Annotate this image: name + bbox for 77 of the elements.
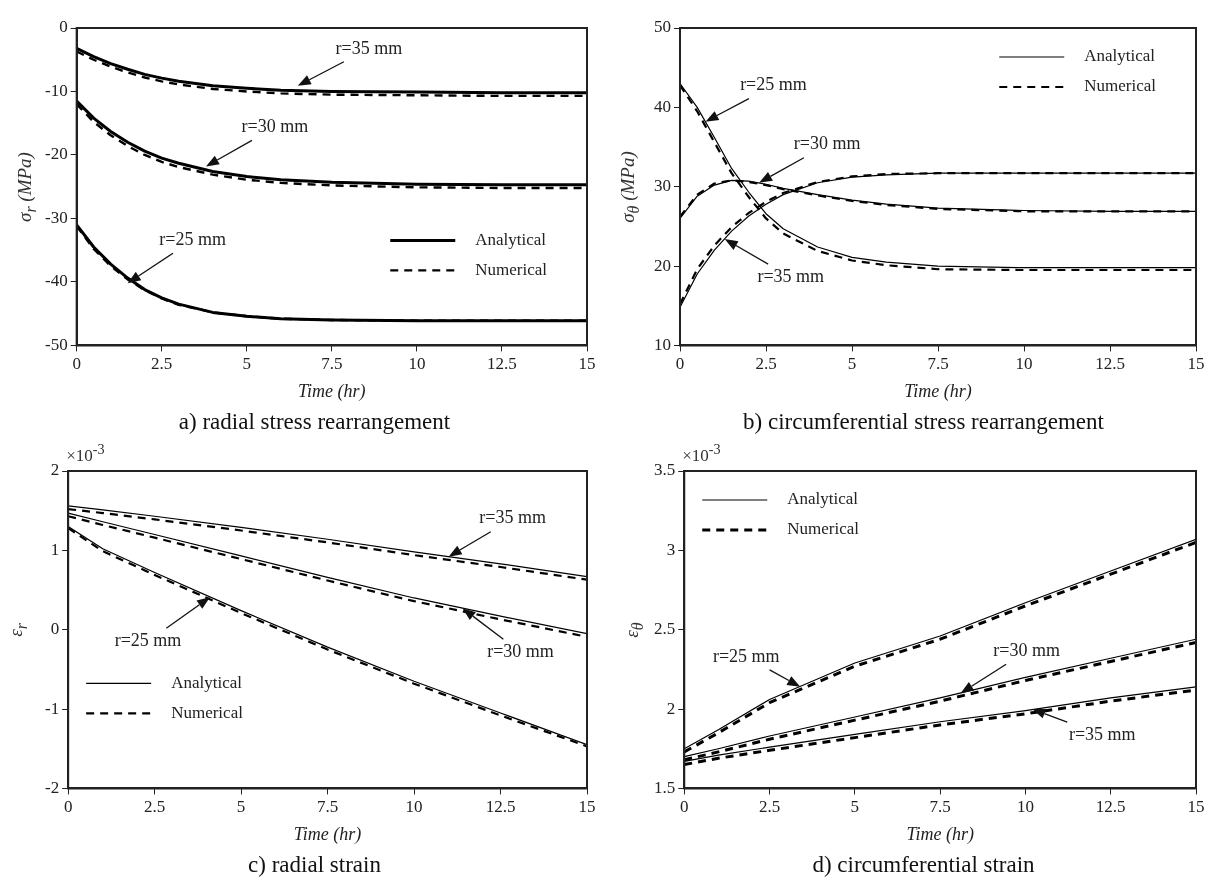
text: b) circumferential stress rearrangement — [743, 409, 1105, 435]
x-tick-label: 7.5 — [927, 354, 949, 374]
y-tick-label: 2 — [50, 460, 60, 480]
y-tick-label: 2 — [666, 698, 676, 718]
text: ×10$^{-3}$ — [682, 441, 721, 466]
y-tick-label: 3.5 — [654, 460, 676, 480]
legend-label: Analytical — [171, 672, 243, 692]
text: d) circumferential strain — [812, 852, 1036, 878]
x-tick-label: 5 — [847, 354, 857, 374]
x-tick-label: 12.5 — [1095, 354, 1125, 374]
x-tick-label: 0 — [680, 797, 689, 817]
x-tick-label: 2.5 — [755, 354, 777, 374]
annotation: r=30 mm — [793, 133, 861, 154]
text: ×10$^{-3}$ — [66, 441, 105, 466]
annotation: r=25 mm — [114, 629, 182, 650]
y-tick-label: -20 — [44, 144, 68, 164]
x-tick-label: 5 — [850, 797, 860, 817]
annotation: r=30 mm — [487, 641, 554, 662]
y-tick-label: -1 — [44, 698, 60, 718]
legend-label: Analytical — [475, 229, 547, 249]
y-tick-label: -30 — [44, 207, 68, 227]
x-tick-label: 15 — [578, 354, 596, 374]
x-tick-label: 2.5 — [144, 797, 166, 817]
x-tick-label: 15 — [578, 797, 596, 817]
x-tick-label: 12.5 — [487, 354, 517, 374]
x-tick-label: 5 — [242, 354, 252, 374]
x-tick-label: 12.5 — [1095, 797, 1126, 817]
text: a) radial stress rearrangement — [178, 409, 451, 435]
y-tick-label: 1.5 — [654, 777, 676, 797]
x-axis-title: Time (hr) — [904, 381, 972, 403]
x-tick-label: 10 — [408, 354, 426, 374]
y-tick-label: 10 — [654, 334, 671, 354]
x-tick-label: 15 — [1187, 797, 1205, 817]
y-tick-label: -50 — [44, 334, 68, 354]
annotation: r=25 mm — [740, 74, 807, 95]
annotation: r=25 mm — [712, 645, 780, 666]
y-tick-label: 30 — [654, 176, 671, 196]
x-tick-label: 10 — [1016, 797, 1034, 817]
annotation: r=35 mm — [757, 265, 825, 286]
x-tick-label: 0 — [72, 354, 81, 374]
annotation: r=35 mm — [1068, 723, 1136, 744]
legend-label: Analytical — [1084, 46, 1156, 66]
x-tick-label: 10 — [1015, 354, 1033, 374]
y-tick-label: 20 — [654, 255, 671, 275]
y-tick-label: 0 — [59, 17, 68, 37]
x-axis-title: Time (hr) — [298, 381, 366, 403]
x-tick-label: 7.5 — [321, 354, 343, 374]
y-tick-label: 3 — [666, 539, 676, 559]
y-tick-label: -40 — [44, 271, 68, 291]
y-tick-label: 50 — [654, 17, 671, 37]
y-tick-label: 40 — [654, 96, 671, 116]
x-axis-title: Time (hr) — [906, 824, 974, 846]
x-tick-label: 7.5 — [316, 797, 339, 817]
y-tick-label: -2 — [44, 777, 60, 797]
y-tick-label: 2.5 — [654, 619, 676, 639]
x-tick-label: 2.5 — [151, 354, 173, 374]
annotation: r=30 mm — [241, 116, 309, 137]
x-tick-label: 15 — [1187, 354, 1205, 374]
legend-label: Numerical — [171, 702, 244, 722]
x-tick-label: 12.5 — [485, 797, 516, 817]
x-tick-label: 7.5 — [929, 797, 951, 817]
y-tick-label: 0 — [50, 619, 60, 639]
legend-label: Numerical — [1084, 76, 1157, 96]
y-tick-label: 1 — [50, 539, 60, 559]
legend-label: Analytical — [787, 489, 859, 509]
x-axis-title: Time (hr) — [293, 824, 362, 846]
annotation: r=35 mm — [335, 37, 403, 58]
x-tick-label: 5 — [236, 797, 246, 817]
legend-label: Numerical — [787, 519, 860, 539]
annotation: r=25 mm — [159, 228, 227, 249]
legend-label: Numerical — [475, 259, 548, 279]
y-tick-label: -10 — [44, 80, 68, 100]
x-tick-label: 2.5 — [758, 797, 781, 817]
annotation: r=35 mm — [479, 507, 546, 528]
text: c) radial strain — [248, 852, 382, 878]
annotation: r=30 mm — [993, 639, 1060, 660]
x-tick-label: 10 — [405, 797, 423, 817]
